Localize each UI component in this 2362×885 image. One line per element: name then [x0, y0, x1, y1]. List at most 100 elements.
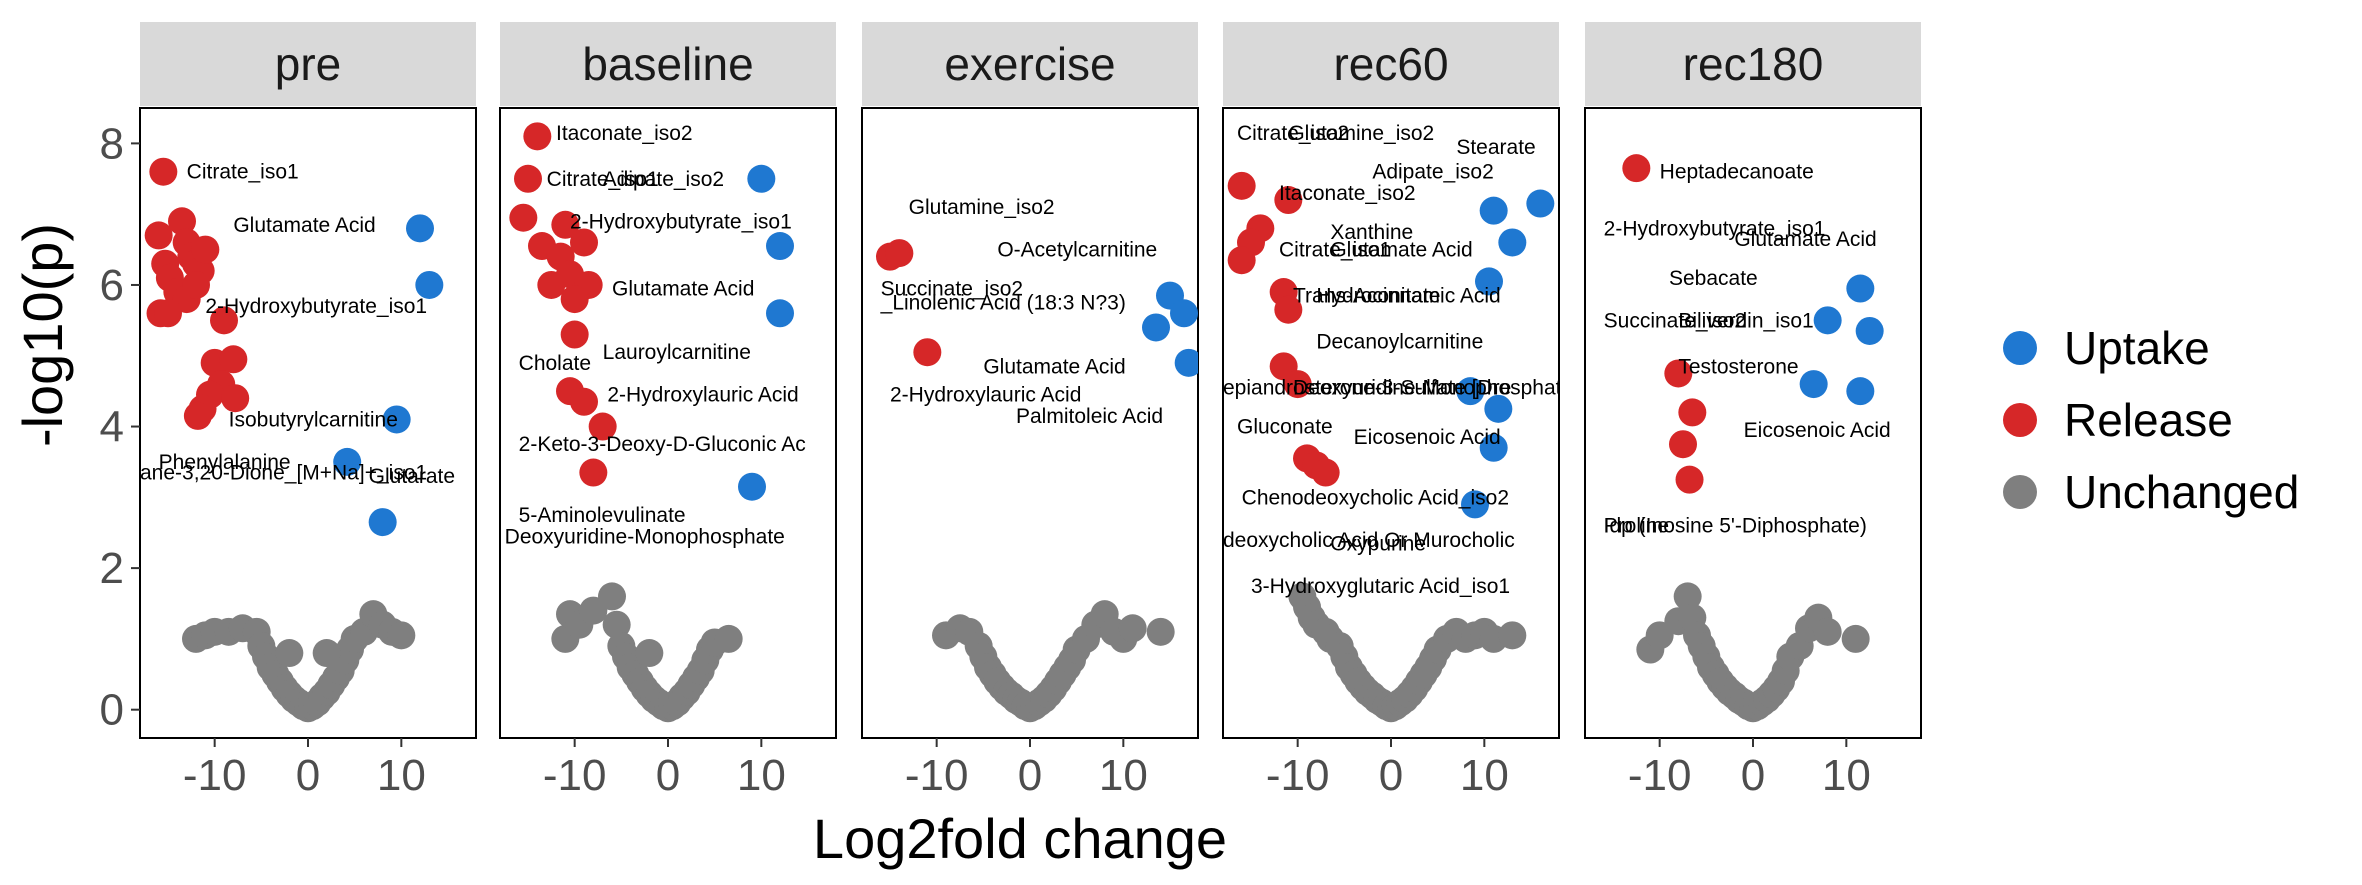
points-group	[1622, 154, 1884, 723]
point-label: Deoxyuridine-Monophosphate	[505, 525, 785, 548]
data-point-unchanged	[1498, 621, 1527, 650]
points-group	[876, 239, 1198, 723]
facet-panel: pre -10 0 10 0 2 4 6 8 Citrate_iso1 Glutamate Acid…	[100, 22, 477, 800]
x-axis-title: Log2fold change	[813, 807, 1227, 870]
point-label: Glutamate Acid	[1330, 239, 1472, 262]
point-label: Trans-Aconitate	[1293, 285, 1440, 308]
data-point-uptake	[1461, 490, 1489, 519]
data-point-unchanged	[1841, 624, 1870, 653]
point-labels-group: Glutamine_iso2 O-Acetylcarnitine Succinate…	[880, 196, 1163, 428]
point-label: _Linolenic Acid (18:3 N?3)	[880, 292, 1126, 315]
data-point-unchanged	[598, 582, 626, 611]
data-point-uptake	[1174, 348, 1198, 377]
data-point-unchanged	[635, 639, 664, 668]
data-point-release	[1283, 370, 1312, 399]
point-label: O-Acetylcarnitine	[997, 239, 1157, 262]
point-labels-group: Citrate_iso1 Glutamate Acid 2-Hydroxybutyr…	[140, 161, 455, 488]
point-label: Glutarate	[369, 465, 455, 488]
point-label: Proline	[1604, 515, 1669, 538]
point-label: Deoxyuridine-Monophosphate	[1293, 377, 1573, 400]
data-point-uptake	[747, 164, 776, 193]
facet-strip	[140, 22, 476, 106]
data-point-uptake	[368, 508, 397, 537]
data-point-release	[560, 320, 589, 349]
data-point-unchanged	[387, 621, 416, 650]
x-tick-label: -10	[905, 751, 969, 800]
point-label: Phenylalanine	[159, 451, 291, 474]
points-group	[1227, 171, 1555, 723]
x-tick-label: -10	[183, 751, 247, 800]
legend-key-release	[2003, 403, 2037, 437]
x-tick-label: 10	[1460, 751, 1509, 800]
point-label: 2-Hydroxybutyrate_iso1	[570, 210, 792, 233]
data-point-uptake	[1846, 274, 1875, 303]
points-group	[144, 157, 444, 723]
point-label: Glutamine_iso2	[909, 196, 1055, 219]
data-point-uptake	[1142, 313, 1170, 342]
data-point-release	[1274, 295, 1303, 324]
data-point-uptake	[1456, 377, 1485, 406]
data-point-uptake	[1855, 316, 1884, 345]
data-point-release	[1622, 154, 1651, 183]
point-label: Heptadecanoate	[1660, 161, 1814, 184]
data-point-release	[514, 164, 542, 193]
data-point-release	[221, 384, 250, 413]
data-point-unchanged	[1813, 617, 1842, 646]
legend-label: Unchanged	[2064, 466, 2299, 518]
x-tick-label: -10	[1266, 751, 1330, 800]
data-point-release	[1227, 246, 1256, 275]
data-point-release	[913, 338, 942, 367]
x-tick-label: 0	[656, 751, 680, 800]
data-point-uptake	[1484, 394, 1513, 423]
data-point-release	[579, 458, 608, 487]
point-label: deoxycholic Acid Or Murocholic	[1223, 529, 1515, 552]
data-point-uptake	[406, 214, 434, 243]
facet-strip-label: pre	[275, 38, 341, 90]
data-point-release	[1669, 430, 1697, 459]
legend-label: Release	[2064, 394, 2233, 446]
point-label: Cholate	[519, 352, 591, 375]
point-label: Glutamine_iso2	[1288, 122, 1434, 145]
data-point-uptake	[1846, 377, 1875, 406]
data-point-release	[182, 270, 210, 299]
data-point-release	[149, 157, 178, 186]
x-tick-label: 0	[296, 751, 320, 800]
point-label: Adipate_iso2	[1372, 161, 1493, 184]
data-point-uptake	[1813, 306, 1842, 335]
point-label: Citrate_iso2	[1237, 122, 1349, 145]
x-tick-label: 0	[1018, 751, 1042, 800]
x-tick-label: 10	[737, 751, 786, 800]
data-point-release	[570, 228, 598, 257]
data-point-release	[570, 387, 598, 416]
points-group	[509, 122, 794, 723]
x-tick-label: 10	[1099, 751, 1148, 800]
point-label: Glutamate Acid	[983, 355, 1125, 378]
data-point-release	[1274, 186, 1303, 215]
data-point-uptake	[766, 232, 794, 261]
data-point-release	[1675, 465, 1704, 494]
point-label: Biliverdin_iso1	[1678, 309, 1813, 332]
data-point-unchanged	[1118, 614, 1147, 643]
data-point-release	[551, 210, 580, 239]
x-tick-label: -10	[1628, 751, 1692, 800]
point-label: Decanoylcarnitine	[1316, 331, 1483, 354]
data-point-release	[588, 412, 617, 441]
point-label: Idp (Inosine 5'-Diphosphate)	[1604, 515, 1867, 538]
data-point-release	[168, 207, 196, 236]
facet-strip-label: baseline	[582, 38, 753, 90]
point-label: Isobutyrylcarnitine	[229, 408, 398, 431]
facet-panel: exercise -10 0 10 Glutamine_iso2 O-Acetylcarn…	[861, 22, 1199, 800]
data-point-unchanged	[1673, 582, 1702, 611]
data-point-uptake	[738, 472, 766, 501]
y-tick-label: 2	[100, 544, 124, 593]
point-label: Chenodeoxycholic Acid_iso2	[1242, 486, 1509, 509]
point-label: Palmitoleic Acid	[1016, 405, 1163, 428]
facet-strip	[1585, 22, 1921, 106]
x-tick-label: 0	[1379, 751, 1403, 800]
point-label: Itaconate_iso2	[1279, 182, 1416, 205]
point-label: 3-Hydroxyglutaric Acid_iso1	[1251, 575, 1510, 598]
point-label: Eicosenoic Acid	[1744, 419, 1891, 442]
